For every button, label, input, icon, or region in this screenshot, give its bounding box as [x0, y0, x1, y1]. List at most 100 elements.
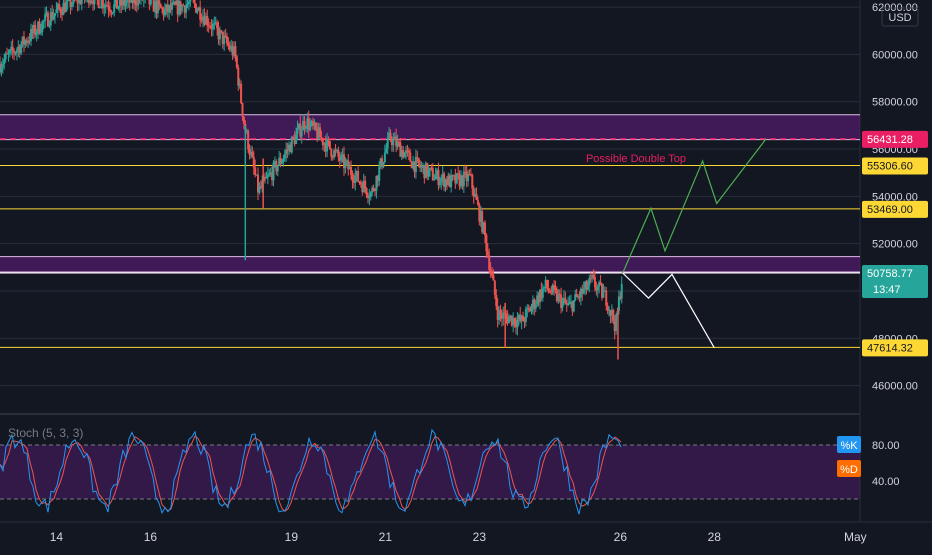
candle-body — [502, 312, 505, 319]
stoch-k-line — [0, 428, 622, 515]
candle-body — [272, 162, 275, 181]
candle-body — [55, 9, 58, 14]
date-tick-label: 26 — [614, 530, 628, 544]
candle-body — [606, 305, 609, 311]
candle-body — [299, 123, 302, 137]
candle-body — [300, 130, 303, 137]
candle-body — [582, 288, 585, 294]
candle-body — [450, 175, 453, 188]
candle-body — [455, 173, 458, 184]
candle-body — [97, 0, 100, 8]
candle-body — [247, 130, 250, 150]
candle-body — [354, 175, 357, 183]
countdown-label: 13:47 — [873, 284, 901, 296]
candle-body — [564, 298, 567, 304]
candle-body — [488, 255, 491, 270]
candle-body — [218, 30, 221, 40]
candle-body — [38, 21, 41, 34]
candle-body — [3, 59, 6, 65]
candle-body — [132, 0, 135, 4]
candle-body — [163, 9, 166, 16]
candle-body — [536, 295, 539, 305]
candle-body — [492, 275, 495, 281]
candle-body — [255, 174, 258, 176]
price-label-text: 53469.00 — [867, 204, 913, 216]
candle-body — [32, 24, 35, 34]
candle-body — [509, 315, 512, 318]
candle-body — [89, 0, 92, 4]
candle-body — [423, 165, 426, 179]
candle-body — [41, 21, 44, 33]
candle-body — [180, 5, 183, 12]
candle-body — [383, 152, 386, 163]
candle-body — [495, 294, 498, 307]
candle-body — [30, 29, 33, 41]
candle-body — [588, 278, 591, 286]
candle-body — [524, 309, 527, 322]
candle-body — [347, 160, 350, 170]
price-label-text: 47614.32 — [867, 342, 913, 354]
candle-body — [18, 46, 21, 54]
candle-body — [92, 0, 95, 5]
candle-body — [324, 143, 327, 152]
candle-body — [107, 5, 110, 10]
candle-body — [598, 282, 601, 287]
candle-body — [261, 181, 264, 188]
candle-body — [476, 199, 479, 205]
candle-body — [323, 143, 326, 146]
candle-body — [407, 150, 410, 153]
candle-body — [482, 222, 485, 233]
candle-body — [280, 161, 283, 164]
candle-body — [149, 0, 152, 5]
candle-body — [24, 40, 27, 45]
candle-body — [338, 156, 341, 161]
candle-body — [309, 124, 312, 131]
candle-body — [276, 165, 279, 172]
candle-body — [454, 175, 457, 184]
candle-body — [538, 289, 541, 303]
candle-body — [533, 299, 536, 309]
candle-body — [478, 204, 481, 222]
candle-body — [565, 303, 568, 305]
candle-body — [569, 301, 572, 303]
candle-body — [469, 174, 472, 176]
candle-body — [617, 296, 620, 311]
candle-body — [479, 211, 482, 222]
candle-body — [235, 56, 238, 68]
candle-body — [0, 67, 3, 73]
candle-body — [220, 30, 223, 32]
candle-body — [374, 190, 377, 192]
candle-body — [252, 156, 255, 168]
candle-body — [416, 156, 419, 159]
candle-body — [541, 288, 544, 298]
candle-body — [420, 166, 423, 168]
candle-body — [320, 137, 323, 139]
candle-body — [358, 181, 361, 183]
candle-body — [264, 176, 267, 179]
candle-body — [481, 211, 484, 233]
candle-body — [106, 4, 109, 6]
price-label-current — [862, 265, 928, 299]
candle-body — [224, 35, 227, 37]
candle-body — [321, 138, 324, 146]
candle-body — [134, 0, 137, 5]
candle-body — [100, 0, 103, 8]
candle-body — [117, 6, 120, 9]
candle-body — [362, 180, 365, 193]
candle-body — [178, 0, 181, 15]
candle-body — [412, 161, 415, 169]
time-axis: 14 16 19 21 23 26 28 May — [50, 530, 867, 544]
date-tick-label: 23 — [473, 530, 487, 544]
candle-body — [567, 304, 570, 306]
candle-body — [586, 285, 589, 290]
candle-body — [304, 128, 307, 130]
candle-body — [493, 280, 496, 295]
candle-body — [203, 16, 206, 25]
date-tick-label: 19 — [285, 530, 299, 544]
candle-body — [223, 35, 226, 45]
candle-body — [364, 180, 367, 189]
k-badge-label: %K — [840, 440, 858, 452]
candle-body — [575, 294, 578, 298]
candle-body — [619, 296, 622, 299]
